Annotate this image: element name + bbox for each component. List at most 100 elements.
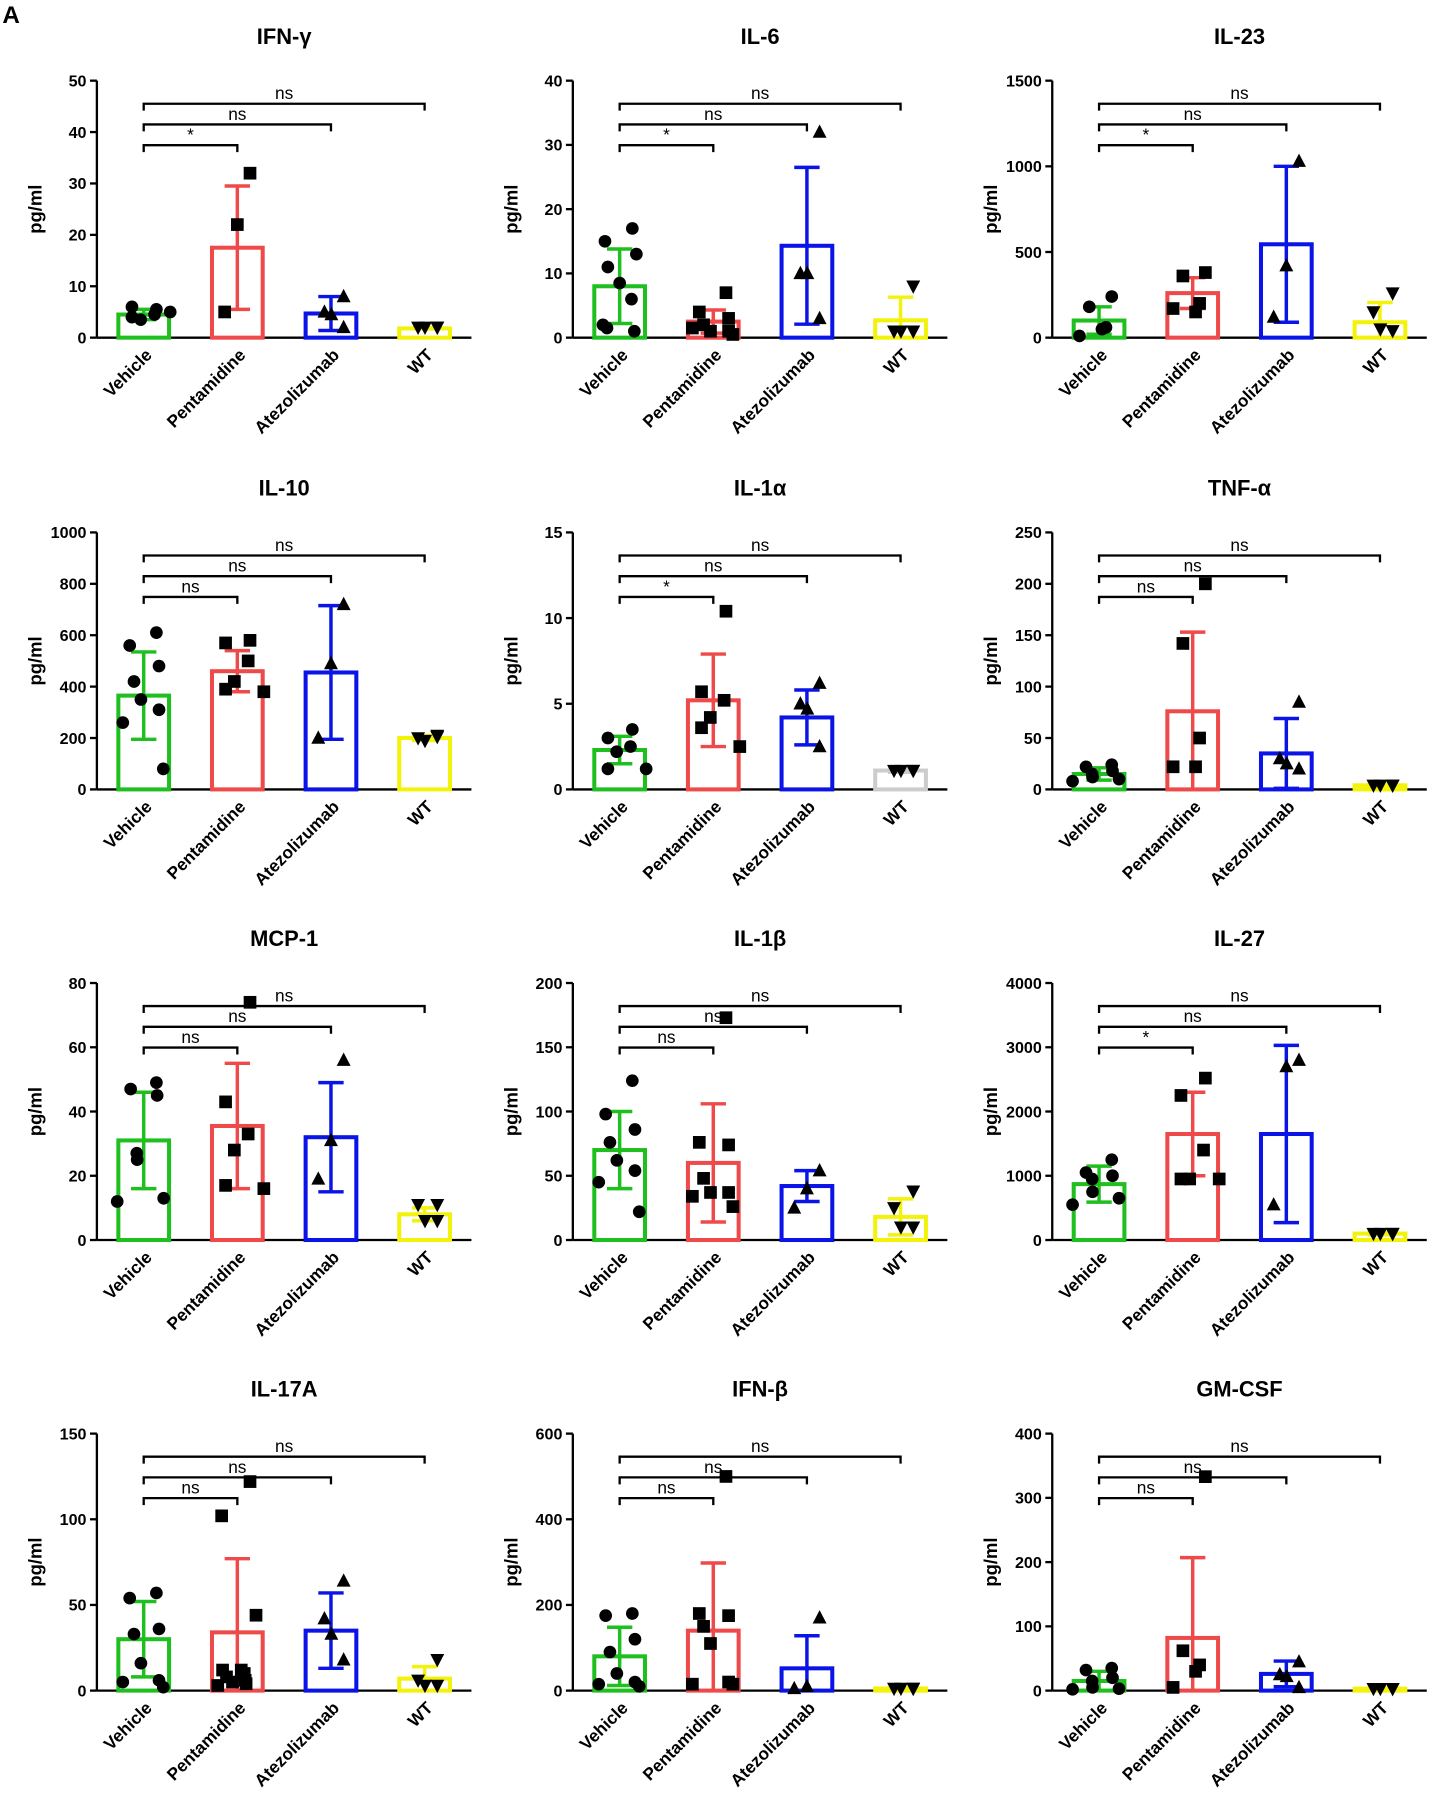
error-bar (794, 688, 820, 747)
data-point (152, 659, 166, 673)
y-tick-label: 600 (536, 1425, 563, 1443)
data-point (1112, 1191, 1126, 1205)
data-point (800, 701, 815, 715)
y-tick-label: 200 (536, 975, 563, 993)
data-point (697, 1620, 710, 1633)
significance-label: ns (1137, 576, 1156, 596)
significance-label: ns (1230, 985, 1249, 1005)
data-point (610, 1667, 624, 1680)
data-point (241, 1127, 255, 1141)
significance-label: ns (1137, 1478, 1156, 1498)
chart-title: IL-17A (251, 1377, 318, 1402)
significance-bracket (618, 554, 902, 563)
data-point (311, 730, 326, 744)
significance-label: ns (704, 1006, 723, 1026)
error-bar (700, 1102, 726, 1224)
data-point (600, 321, 614, 335)
data-point (628, 324, 641, 338)
data-point (1373, 323, 1388, 337)
data-point (800, 265, 815, 280)
data-point (336, 1573, 351, 1587)
y-tick-label: 0 (1033, 781, 1042, 799)
data-point (324, 1626, 339, 1640)
significance-bracket (618, 575, 809, 584)
significance-label: ns (1230, 1436, 1249, 1456)
x-tick-label: Pentamidine (163, 345, 250, 432)
data-point (793, 696, 808, 710)
significance-bracket (618, 144, 715, 153)
significance-label: * (663, 576, 670, 596)
x-tick-label: WT (1359, 344, 1392, 377)
significance-bracket (1097, 1004, 1382, 1013)
data-point (134, 693, 148, 706)
y-tick-label: 4000 (1006, 975, 1042, 993)
data-point (893, 1682, 908, 1697)
x-tick-label: WT (404, 344, 437, 377)
significance-label: ns (751, 535, 770, 555)
data-point (799, 1181, 814, 1195)
data-point (906, 1221, 921, 1235)
data-point (150, 626, 163, 639)
data-point (1385, 1227, 1400, 1242)
y-tick-label: 150 (1015, 627, 1042, 645)
data-point (1212, 1172, 1226, 1186)
error-bar (700, 652, 726, 749)
x-tick-label: Atezolizumab (250, 345, 343, 438)
y-axis-label: pg/ml (980, 1087, 1001, 1136)
chart-title: MCP-1 (250, 926, 318, 951)
significance-label: ns (1184, 104, 1203, 124)
data-point (630, 247, 643, 261)
data-point (1199, 577, 1212, 591)
data-point (430, 1198, 445, 1213)
data-point (719, 286, 733, 300)
data-point (239, 1677, 253, 1691)
y-tick-label: 600 (60, 627, 87, 645)
x-tick-label: WT (879, 1247, 912, 1280)
data-point (592, 1677, 606, 1691)
data-point (1166, 760, 1180, 774)
data-point (906, 764, 921, 779)
data-point (311, 1171, 326, 1185)
data-point (1112, 1682, 1126, 1696)
significance-bracket (142, 144, 239, 153)
data-point (1373, 1227, 1388, 1242)
data-point (430, 321, 445, 335)
y-tick-label: 150 (536, 1039, 563, 1057)
data-point (156, 762, 170, 776)
chart-title: TNF-α (1208, 476, 1272, 501)
data-point (632, 1205, 646, 1219)
data-point (598, 234, 612, 248)
data-point (906, 325, 921, 339)
data-point (1373, 779, 1388, 793)
data-point (150, 1586, 163, 1600)
y-tick-label: 200 (536, 1597, 563, 1615)
data-point (1176, 1644, 1190, 1658)
x-tick-label: Pentamidine (639, 796, 726, 883)
y-tick-label: 40 (545, 72, 563, 90)
data-point (1066, 774, 1079, 788)
y-tick-label: 15 (545, 524, 563, 542)
significance-label: ns (181, 1478, 200, 1498)
data-point (704, 324, 717, 338)
significance-bracket (142, 1455, 426, 1464)
significance-label: * (1143, 125, 1150, 145)
y-tick-label: 20 (69, 227, 87, 245)
significance-label: ns (275, 1436, 294, 1456)
chart-title: IL-23 (1214, 24, 1265, 49)
x-tick-label: Vehicle (1055, 1247, 1112, 1304)
data-point (1066, 1198, 1079, 1212)
y-tick-label: 0 (553, 1682, 562, 1700)
x-tick-label: Atezolizumab (1206, 1247, 1299, 1340)
significance-bracket (142, 123, 333, 132)
data-point (1366, 306, 1381, 320)
data-point (893, 1221, 908, 1235)
data-point (1176, 637, 1190, 650)
data-point (1199, 266, 1212, 279)
data-point (411, 1198, 426, 1213)
data-point (625, 723, 639, 736)
significance-bracket (1097, 144, 1194, 153)
significance-bracket (1097, 595, 1194, 604)
y-tick-label: 0 (78, 329, 87, 347)
error-bar (1273, 1043, 1300, 1225)
y-tick-label: 10 (545, 610, 563, 628)
